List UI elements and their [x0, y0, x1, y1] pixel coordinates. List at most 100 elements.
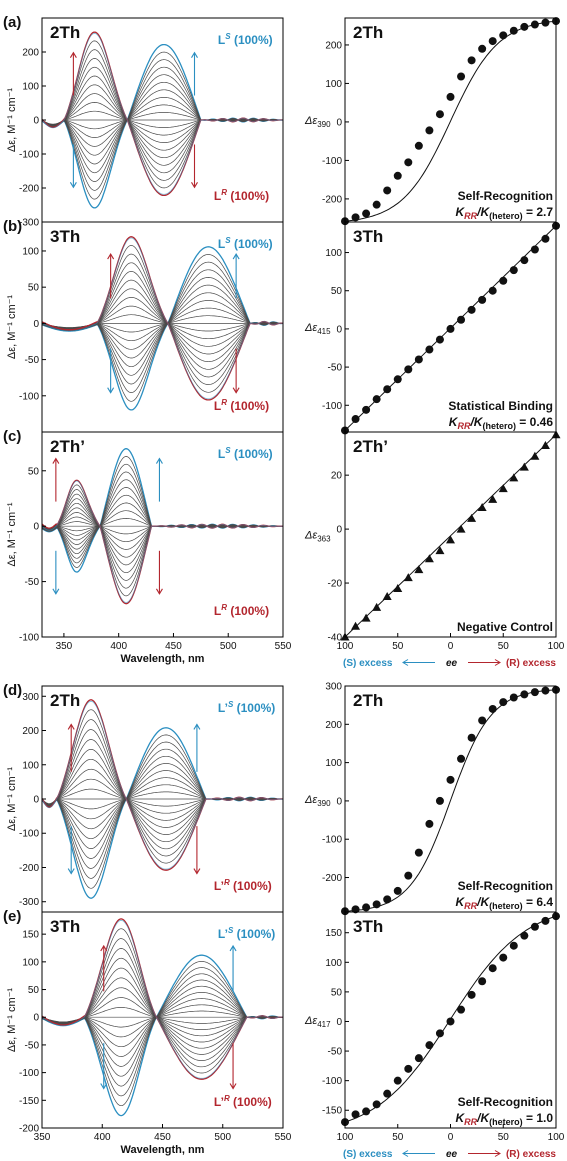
data-point [488, 494, 498, 503]
y-axis-label: Δε390 [304, 115, 331, 129]
y-tick-label: -200 [322, 194, 342, 205]
data-point [382, 592, 392, 601]
x-tick-label: 350 [34, 1132, 51, 1143]
data-point [541, 686, 550, 695]
cd-curve-10 [41, 315, 283, 333]
y-tick-label: -200 [19, 184, 39, 195]
panel-title: 2Th [50, 23, 80, 42]
data-point [435, 796, 444, 805]
data-point [414, 565, 424, 574]
y-tick-label: 50 [331, 286, 343, 297]
cd-curve-18 [41, 729, 283, 850]
legend-s-label: LS (100%) [218, 446, 273, 461]
arrow-r-down-head [229, 1083, 237, 1090]
y-tick-label: 100 [22, 246, 39, 257]
arrow-s-down-head [100, 1083, 108, 1090]
y-tick-label: 0 [33, 1013, 39, 1024]
data-point [393, 583, 403, 592]
y-tick-label: 100 [325, 79, 342, 90]
y-tick-label: 100 [325, 958, 342, 969]
y-axis-label: Δε, M⁻¹ cm⁻¹ [6, 295, 18, 360]
ee-r-arrow-head [494, 1150, 501, 1157]
panel-title: 3Th [50, 227, 80, 246]
y-tick-label: -150 [322, 1106, 342, 1117]
cd-curve-s-overlay [41, 700, 284, 870]
data-point [414, 848, 423, 857]
plot-frame [41, 431, 284, 638]
data-point [435, 110, 444, 119]
data-point [488, 964, 497, 973]
arrow-s-up-head [193, 723, 201, 730]
data-point [457, 72, 466, 81]
data-point [372, 200, 381, 209]
x-tick-label: 450 [165, 641, 182, 652]
y-axis-label: Δε, M⁻¹ cm⁻¹ [6, 88, 18, 153]
legend-r-label: L’R (100%) [214, 878, 272, 893]
data-point [362, 405, 371, 414]
data-point [435, 335, 444, 344]
legend-r-label: LR (100%) [214, 398, 269, 413]
data-point [414, 355, 423, 364]
legend-r-label: LR (100%) [214, 188, 269, 203]
arrow-s-down-head [107, 387, 115, 394]
annotation-title: Self-Recognition [458, 879, 553, 893]
data-point [446, 1017, 455, 1026]
fit-line [344, 20, 557, 222]
cd-curve-15 [41, 507, 283, 558]
data-point [351, 621, 361, 630]
legend-r-label: LR (100%) [214, 603, 269, 618]
y-tick-label: 150 [22, 930, 39, 941]
legend-s-label: L’S (100%) [218, 926, 275, 941]
data-point [446, 535, 455, 544]
titration-panel-4: -200 -100 0 100 200 300 Δε390 2Th Self-Recogniti… [304, 682, 560, 916]
fit-line [344, 689, 557, 912]
cd-curve-2 [41, 961, 284, 1107]
x-tick-label: 400 [110, 641, 127, 652]
x-tick-label: 500 [220, 641, 237, 652]
x-tick-label: 50 [392, 1132, 404, 1143]
ee-s-arrow-head [402, 1150, 409, 1157]
panel-title: 2Th’ [50, 437, 85, 456]
annotation-ratio: KRR/K(hetero) = 1.0 [455, 1111, 553, 1127]
annotation: Negative Control [457, 620, 553, 634]
cd-curve-1 [41, 43, 284, 209]
arrow-r-down-head [232, 387, 240, 394]
y-tick-label: 100 [22, 760, 39, 771]
arrow-r-up-head [100, 944, 108, 952]
cd-spectrum-panel-4: -300 -200 -100 0 100 200 300 Δε, M⁻¹ cm⁻¹ 2Th L’S… [6, 685, 284, 913]
cd-curve-20 [41, 928, 284, 1074]
y-tick-label: 0 [336, 117, 342, 128]
data-point [425, 126, 434, 135]
arrow-s-down-head [67, 868, 75, 875]
data-point [509, 941, 518, 950]
cd-curve-2 [41, 734, 284, 889]
y-tick-label: 100 [325, 758, 342, 769]
cd-curve-s-overlay [41, 237, 284, 400]
data-point [520, 931, 529, 940]
legend-s-label: L’S (100%) [218, 700, 275, 715]
x-tick-label: 0 [448, 1132, 454, 1143]
x-tick-label: 550 [275, 1132, 292, 1143]
y-axis-label: Δε417 [304, 1015, 331, 1029]
data-point [404, 871, 413, 880]
y-tick-label: 0 [336, 796, 342, 807]
data-point [372, 900, 381, 909]
y-tick-label: 200 [22, 726, 39, 737]
y-tick-label: 200 [325, 40, 342, 51]
data-point [457, 754, 466, 763]
y-tick-label: -300 [19, 897, 39, 908]
data-point [478, 716, 487, 725]
y-tick-label: 150 [325, 928, 342, 939]
y-tick-label: -50 [328, 1047, 343, 1058]
cd-curve-20 [41, 709, 284, 864]
data-point [383, 385, 392, 394]
data-point [372, 602, 382, 611]
y-tick-label: -50 [328, 363, 343, 374]
titration-panel-5: -150 -100 -50 0 50 100 150 100 50 0 50 100 Δε417 3Th S… [304, 911, 565, 1143]
panel-letter: (e) [3, 908, 21, 925]
y-tick-label: -100 [19, 1068, 39, 1079]
cd-curve-3 [41, 967, 284, 1097]
cd-curve-21 [41, 31, 284, 197]
arrow-r-down-head [191, 182, 198, 189]
y-tick-label: -100 [19, 391, 39, 402]
